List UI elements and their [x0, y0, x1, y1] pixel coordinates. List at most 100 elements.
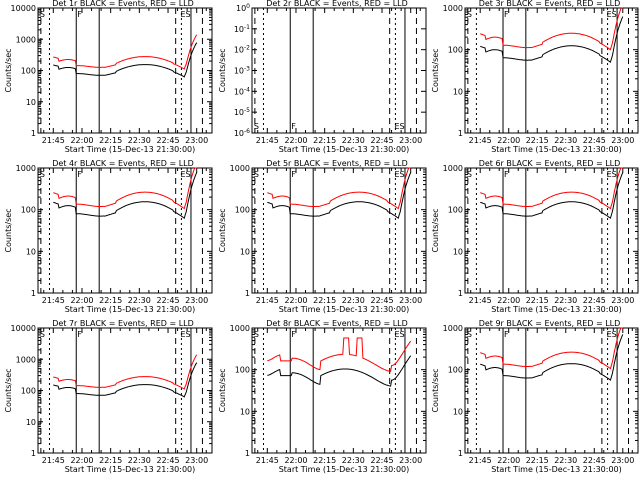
y-tick-label: 1000 — [230, 164, 250, 173]
marker-label-es: ES — [180, 10, 190, 19]
x-tick-label: 22:45 — [583, 136, 606, 145]
panel-det2: Det 2r BLACK = Events, RED = LLD 100 10-1 1… — [218, 0, 427, 154]
plot-frame — [251, 167, 427, 294]
x-tick-label: 22:45 — [156, 136, 179, 145]
x-tick-label: 22:45 — [583, 456, 606, 465]
x-tick-label: 22:30 — [554, 296, 577, 305]
x-tick-label: 23:00 — [399, 296, 422, 305]
y-tick-label: 10-6 — [234, 128, 250, 138]
y-tick-label: 1000 — [16, 164, 36, 173]
y-tick-label: 1 — [458, 449, 463, 458]
y-tick-label: 1 — [31, 449, 36, 458]
y-tick-label: 10-4 — [234, 86, 250, 96]
y-tick-label: 10-1 — [234, 24, 250, 34]
series-lld — [480, 327, 623, 370]
panel-title: Det 5r BLACK = Events, RED = LLD — [266, 159, 408, 168]
x-tick-label: 23:00 — [611, 296, 634, 305]
x-tick-label: 22:45 — [156, 456, 179, 465]
series-lld — [53, 34, 198, 70]
x-tick-label: 22:45 — [370, 296, 393, 305]
x-axis-label: Start Time (15-Dec-13 21:30:00) — [491, 305, 622, 314]
y-tick-label: 10 — [453, 87, 463, 96]
series-lld — [267, 337, 412, 372]
panel-det6: Det 6r BLACK = Events, RED = LLD 1 10 100 10… — [431, 159, 639, 314]
marker-label-f: F — [504, 10, 509, 19]
y-axis-label: Counts/sec — [431, 208, 440, 252]
x-tick-label: 22:15 — [99, 136, 122, 145]
marker-label-es: ES — [607, 330, 617, 339]
x-tick-label: 22:15 — [313, 296, 336, 305]
x-tick-label: 22:00 — [70, 456, 93, 465]
marker-label-es: ES — [607, 170, 617, 179]
x-tick-label: 21:45 — [469, 456, 492, 465]
x-tick-label: 21:45 — [256, 136, 279, 145]
marker-label-f: F — [504, 330, 509, 339]
x-axis-label: Start Time (15-Dec-13 21:30:00) — [279, 465, 410, 474]
x-tick-label: 22:00 — [70, 296, 93, 305]
y-tick-label: 10 — [26, 418, 36, 427]
x-tick-label: 21:45 — [469, 296, 492, 305]
x-tick-label: 22:00 — [497, 136, 520, 145]
marker-label-es: ES — [180, 330, 190, 339]
y-tick-label: 10-5 — [234, 107, 250, 117]
panel-title: Det 3r BLACK = Events, RED = LLD — [479, 0, 621, 8]
plot-frame — [37, 167, 213, 294]
marker-label-s: S — [467, 10, 472, 19]
panel-title: Det 9r BLACK = Events, RED = LLD — [479, 319, 621, 328]
y-tick-label: 10 — [26, 247, 36, 256]
panel-det8: Det 8r BLACK = Events, RED = LLD 1 10 100 10… — [218, 319, 427, 474]
plot-frame — [464, 167, 639, 294]
y-tick-label: 10000 — [11, 324, 36, 333]
y-tick-label: 100 — [21, 387, 36, 396]
x-axis-label: Start Time (15-Dec-13 21:30:00) — [279, 305, 410, 314]
x-tick-label: 23:00 — [185, 296, 208, 305]
x-tick-label: 22:30 — [128, 456, 151, 465]
series-lld — [267, 167, 411, 210]
marker-label-s: S — [40, 10, 45, 19]
x-tick-label: 22:45 — [156, 296, 179, 305]
marker-label-f: F — [291, 330, 296, 339]
x-tick-label: 22:00 — [497, 296, 520, 305]
marker-label-s: S — [467, 330, 472, 339]
x-axis-label: Start Time (15-Dec-13 21:30:00) — [491, 145, 622, 154]
x-tick-label: 23:00 — [185, 456, 208, 465]
series-lld — [480, 167, 623, 210]
y-tick-label: 100 — [235, 366, 250, 375]
marker-label-f: F — [504, 170, 509, 179]
x-tick-label: 22:30 — [342, 136, 365, 145]
x-tick-label: 22:45 — [370, 456, 393, 465]
y-tick-label: 1 — [245, 449, 250, 458]
panel-title: Det 6r BLACK = Events, RED = LLD — [479, 159, 621, 168]
marker-label-f: F — [291, 170, 296, 179]
series-events — [53, 362, 198, 398]
series-events — [480, 172, 624, 220]
x-tick-label: 21:45 — [469, 136, 492, 145]
series-lld — [53, 354, 198, 390]
panel-title: Det 4r BLACK = Events, RED = LLD — [52, 159, 194, 168]
x-tick-label: 21:45 — [42, 296, 65, 305]
x-tick-label: 23:00 — [185, 136, 208, 145]
panel-det1: Det 1r BLACK = Events, RED = LLD 1 10 100 10… — [4, 0, 213, 154]
y-tick-label: 1000 — [443, 4, 463, 13]
x-tick-label: 22:00 — [70, 136, 93, 145]
plot-frame — [464, 327, 639, 454]
x-tick-label: 22:15 — [526, 136, 549, 145]
marker-label-f: F — [291, 122, 296, 131]
x-tick-label: 22:15 — [99, 296, 122, 305]
x-tick-label: 21:45 — [256, 296, 279, 305]
x-tick-label: 21:45 — [42, 136, 65, 145]
y-tick-label: 10 — [26, 98, 36, 107]
marker-label-es: ES — [607, 10, 617, 19]
x-tick-label: 22:00 — [284, 456, 307, 465]
marker-label-s: S — [40, 330, 45, 339]
x-tick-label: 22:15 — [526, 296, 549, 305]
y-tick-label: 1000 — [16, 355, 36, 364]
x-axis-label: Start Time (15-Dec-13 21:30:00) — [65, 465, 196, 474]
panel-det3: Det 3r BLACK = Events, RED = LLD 1 10 100 10… — [431, 0, 639, 154]
marker-label-es: ES — [394, 170, 404, 179]
y-tick-label: 10-2 — [234, 45, 250, 55]
series-events — [53, 172, 198, 220]
y-tick-label: 10 — [240, 407, 250, 416]
marker-label-s: S — [254, 170, 259, 179]
